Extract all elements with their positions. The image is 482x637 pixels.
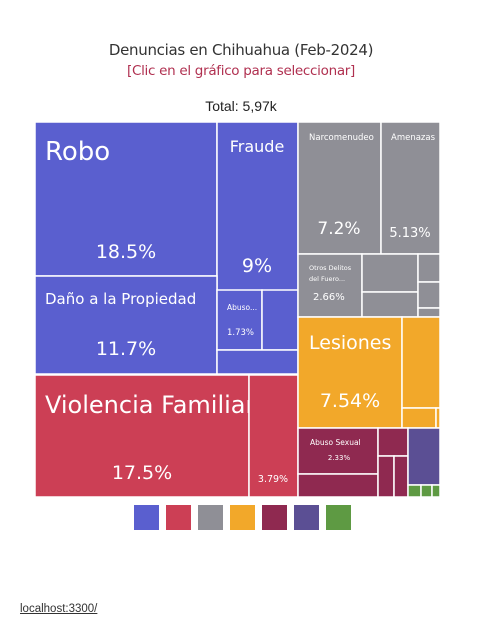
total-label: Total: 5,97k — [205, 98, 277, 114]
legend-swatch-indigo[interactable] — [294, 505, 319, 530]
cell-lesiones[interactable] — [297, 316, 403, 429]
label-abuso-sexual: Abuso Sexual — [310, 438, 361, 447]
cell-green-2[interactable] — [420, 484, 433, 498]
treemap[interactable]: Robo 18.5% Fraude 9% Daño a la Propiedad 11.7… — [0, 0, 482, 510]
cell-blue-small-2[interactable] — [216, 349, 299, 375]
cell-maroon-small-2[interactable] — [377, 427, 409, 457]
cell-orange-small-3[interactable] — [435, 407, 441, 429]
legend-swatch-blue[interactable] — [134, 505, 159, 530]
cell-abuso[interactable] — [216, 289, 263, 351]
cell-narcomenudeo[interactable] — [297, 121, 382, 255]
cell-indigo[interactable] — [407, 427, 441, 486]
value-abuso-sexual: 2.33% — [328, 454, 351, 462]
chart-subtitle: [Clic en el gráfico para seleccionar] — [126, 63, 356, 79]
value-violencia-familiar: 17.5% — [112, 462, 172, 484]
cell-green-3[interactable] — [431, 484, 441, 498]
chart-title: Denuncias en Chihuahua (Feb-2024) — [108, 41, 374, 59]
label-lesiones: Lesiones — [309, 332, 391, 354]
cell-dano-propiedad[interactable] — [34, 275, 218, 375]
value-robo: 18.5% — [96, 241, 156, 263]
label-amenazas: Amenazas — [391, 133, 436, 143]
label-narcomenudeo: Narcomenudeo — [309, 133, 374, 143]
cell-amenazas[interactable] — [380, 121, 441, 255]
label-robo: Robo — [45, 137, 110, 167]
legend-swatch-maroon[interactable] — [262, 505, 287, 530]
cell-abuso-sexual[interactable] — [297, 427, 379, 475]
value-amenazas: 5.13% — [389, 226, 430, 241]
cell-robo[interactable] — [34, 121, 218, 277]
value-otros-delitos: 2.66% — [313, 292, 345, 303]
cell-gray-small-1[interactable] — [361, 253, 419, 293]
value-abuso: 1.73% — [227, 328, 254, 338]
cell-orange-small-1[interactable] — [401, 316, 441, 409]
cell-gray-small-3[interactable] — [417, 253, 441, 283]
cell-gray-small-4[interactable] — [417, 281, 441, 309]
label-abuso: Abuso... — [227, 303, 257, 312]
value-narcomenudeo: 7.2% — [317, 219, 360, 239]
cell-blue-small-1[interactable] — [261, 289, 299, 351]
value-dano-propiedad: 11.7% — [96, 338, 156, 360]
legend-swatch-gray[interactable] — [198, 505, 223, 530]
cell-green-1[interactable] — [407, 484, 422, 498]
value-red-small: 3.79% — [258, 474, 288, 485]
label-otros-delitos-2: del Fuero... — [309, 275, 345, 283]
cell-violencia-familiar[interactable] — [34, 374, 250, 498]
legend-swatch-green[interactable] — [326, 505, 351, 530]
legend-swatch-orange[interactable] — [230, 505, 255, 530]
label-violencia-familiar: Violencia Familiar — [45, 391, 255, 419]
value-lesiones: 7.54% — [320, 390, 380, 412]
cell-orange-small-2[interactable] — [401, 407, 437, 429]
cell-maroon-small-3[interactable] — [377, 455, 395, 498]
footer-link[interactable]: localhost:3300/ — [20, 603, 98, 615]
label-dano-propiedad: Daño a la Propiedad — [45, 290, 196, 308]
cell-gray-small-2[interactable] — [361, 291, 419, 318]
legend-swatch-red[interactable] — [166, 505, 191, 530]
label-otros-delitos-1: Otros Delitos — [309, 264, 352, 272]
cell-maroon-small-4[interactable] — [393, 455, 409, 498]
label-fraude: Fraude — [230, 137, 285, 156]
cell-gray-small-5[interactable] — [417, 307, 441, 318]
legend — [134, 505, 351, 530]
cell-red-small[interactable] — [248, 374, 299, 498]
cell-maroon-small-1[interactable] — [297, 473, 379, 498]
value-fraude: 9% — [242, 255, 272, 277]
